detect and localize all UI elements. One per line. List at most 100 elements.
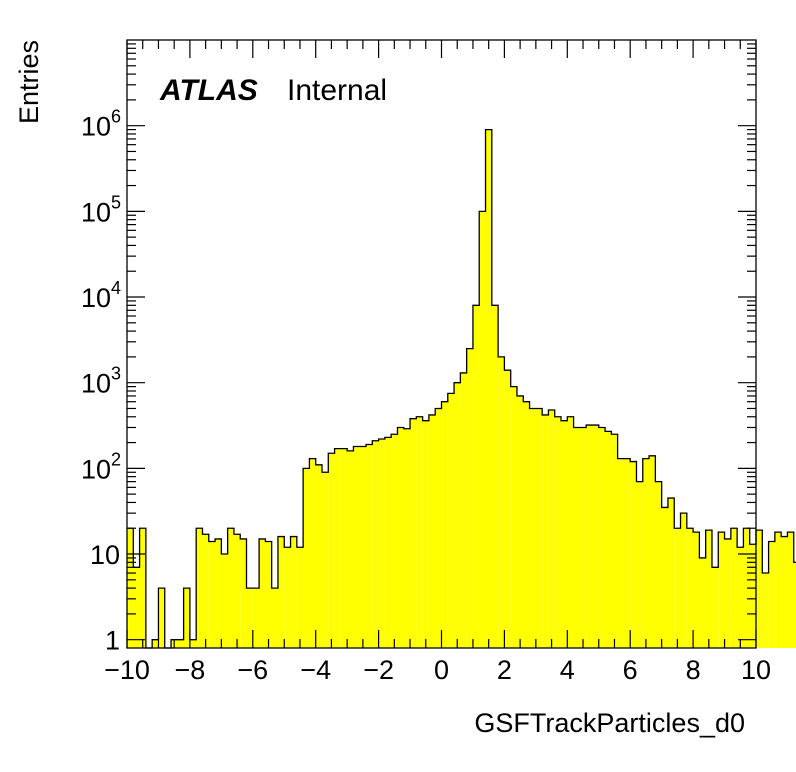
histogram-bar bbox=[542, 414, 549, 648]
histogram-bar bbox=[410, 418, 417, 648]
x-tick-label: 0 bbox=[434, 655, 449, 685]
histogram-bar bbox=[460, 372, 467, 648]
x-tick-label: −4 bbox=[300, 655, 331, 685]
y-tick-label: 10 bbox=[90, 540, 120, 570]
x-tick-label: −10 bbox=[104, 655, 150, 685]
histogram-bar bbox=[491, 305, 499, 648]
histogram-bar bbox=[422, 420, 429, 648]
histogram-bar bbox=[372, 440, 379, 648]
y-tick-label: 103 bbox=[81, 364, 121, 399]
histogram-bar bbox=[403, 428, 411, 648]
histogram-bar bbox=[623, 458, 631, 648]
histogram-bar bbox=[756, 530, 763, 648]
histogram-bar bbox=[718, 532, 725, 648]
histogram-bar bbox=[655, 481, 662, 648]
histogram-bar bbox=[202, 534, 209, 648]
x-tick-label: 2 bbox=[497, 655, 512, 685]
histogram-bar bbox=[246, 588, 253, 648]
histogram-bar bbox=[479, 211, 486, 649]
histogram-bar bbox=[227, 528, 234, 648]
histogram-bar bbox=[586, 425, 593, 648]
histogram-bar bbox=[472, 305, 480, 648]
histogram-bar bbox=[328, 453, 335, 648]
histogram-bar bbox=[567, 416, 574, 648]
x-tick-label: 8 bbox=[686, 655, 701, 685]
histogram-bar bbox=[321, 472, 329, 648]
histogram-bar bbox=[768, 541, 775, 648]
histogram-bar bbox=[435, 408, 442, 648]
histogram-bar bbox=[454, 382, 461, 648]
histogram-bar bbox=[334, 448, 341, 648]
histogram-bar bbox=[787, 532, 794, 648]
histogram-bar bbox=[340, 448, 348, 648]
axis-ticks bbox=[126, 40, 757, 648]
histogram-bar bbox=[290, 536, 297, 648]
histogram-bar bbox=[699, 557, 706, 648]
histogram-bar bbox=[347, 450, 354, 648]
histogram-bar bbox=[428, 414, 436, 648]
y-tick-label: 1 bbox=[105, 626, 120, 656]
histogram-outline bbox=[127, 128, 796, 649]
histogram-bar bbox=[259, 538, 266, 648]
histogram-bar bbox=[573, 427, 580, 648]
x-tick-labels: −10 −8 −6 −4 −2 0 2 4 6 8 10 bbox=[104, 655, 771, 685]
histogram-bar bbox=[617, 458, 624, 648]
histogram-bar bbox=[271, 588, 278, 648]
histogram-bar bbox=[529, 408, 536, 648]
histogram-bar bbox=[711, 567, 719, 648]
histogram-bar bbox=[139, 528, 146, 648]
y-tick-label: 104 bbox=[81, 278, 121, 313]
histogram-bar bbox=[152, 639, 159, 648]
atlas-status-label: Internal bbox=[287, 74, 387, 107]
y-tick-labels: 1 10 102 103 104 105 106 bbox=[81, 107, 121, 656]
histogram-bar bbox=[724, 538, 731, 648]
histogram-bar bbox=[208, 541, 216, 648]
histogram-bar bbox=[133, 567, 140, 648]
histogram-bar bbox=[523, 401, 530, 648]
histogram-bar bbox=[667, 498, 675, 648]
histogram-bar bbox=[177, 639, 184, 648]
y-tick-label: 106 bbox=[81, 107, 121, 142]
histogram-bar bbox=[498, 356, 505, 648]
histogram-bar bbox=[378, 439, 385, 648]
histogram-bar bbox=[359, 446, 367, 648]
histogram-bar bbox=[277, 536, 285, 648]
histogram-bar bbox=[661, 507, 668, 648]
x-axis-title: GSFTrackParticles_d0 bbox=[474, 708, 745, 738]
histogram-bar bbox=[674, 528, 681, 648]
y-tick-label: 102 bbox=[81, 449, 121, 484]
histogram-bar bbox=[265, 541, 272, 648]
histogram-bar bbox=[240, 538, 247, 648]
histogram-bar bbox=[693, 532, 700, 648]
histogram-bar bbox=[397, 427, 404, 648]
histogram-bar bbox=[611, 434, 618, 648]
histogram-bars bbox=[127, 128, 796, 649]
histogram-bar bbox=[705, 530, 712, 648]
histogram-bar bbox=[284, 547, 291, 648]
y-tick-label: 105 bbox=[81, 192, 121, 227]
histogram-bar bbox=[466, 348, 473, 648]
x-tick-label: 6 bbox=[623, 655, 638, 685]
histogram-bar bbox=[548, 409, 555, 648]
histogram-bar bbox=[749, 544, 756, 648]
x-tick-label: −2 bbox=[363, 655, 394, 685]
histogram-bar bbox=[535, 408, 543, 648]
histogram-bar bbox=[516, 395, 524, 648]
histogram-bar bbox=[485, 129, 492, 648]
histogram-bar bbox=[642, 458, 650, 648]
histogram-bar bbox=[793, 562, 796, 648]
x-tick-label: −8 bbox=[175, 655, 206, 685]
histogram-bar bbox=[737, 547, 744, 648]
histogram-bar bbox=[774, 532, 782, 648]
histogram-bar bbox=[649, 455, 656, 648]
histogram-bar bbox=[561, 420, 568, 648]
histogram-bar bbox=[309, 458, 316, 648]
histogram-bar bbox=[391, 434, 398, 648]
histogram-bar bbox=[781, 536, 788, 648]
histogram-bar bbox=[730, 528, 738, 648]
histogram-bar bbox=[303, 468, 310, 648]
histogram-bar bbox=[353, 446, 360, 648]
histogram-bar bbox=[579, 427, 587, 648]
histogram-bar bbox=[158, 588, 165, 648]
histogram-bar bbox=[636, 481, 643, 648]
